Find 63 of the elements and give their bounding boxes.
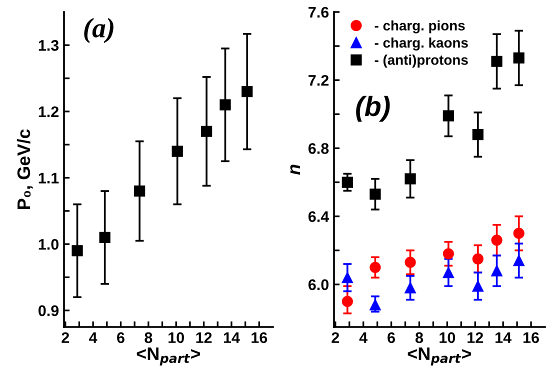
point [220, 99, 231, 110]
point [172, 146, 183, 157]
x-axis-title: <N$_{part}$> [136, 347, 200, 366]
point [404, 282, 416, 294]
y-tick-label: 1.3 [38, 40, 59, 51]
x-tick-label: 12 [468, 332, 484, 343]
point [242, 86, 253, 98]
y-tick-label: 6.0 [308, 279, 329, 290]
y-axis-title: n [290, 164, 300, 175]
annotation: (b) [356, 96, 390, 122]
y-tick-label: 1.2 [38, 106, 59, 118]
point [342, 176, 353, 188]
x-tick-label: 2 [332, 332, 340, 343]
x-tick-label: 4 [89, 332, 98, 343]
x-tick-label: 16 [252, 332, 268, 344]
point [513, 52, 524, 64]
x-tick-label: 4 [359, 332, 368, 343]
point [513, 228, 524, 239]
legend-label: - charg. pions [374, 20, 465, 34]
x-tick-label: 6 [117, 332, 124, 344]
x-tick-label: 8 [415, 332, 424, 344]
legend-label: - charg. kaons [374, 38, 468, 51]
x-tick-label: 6 [388, 332, 395, 344]
point [472, 253, 484, 264]
y-tick-label: 6.4 [308, 211, 330, 222]
point [472, 280, 484, 292]
point [370, 262, 381, 273]
point [201, 126, 212, 137]
point [472, 129, 484, 140]
y-tick-label: 0.9 [38, 305, 59, 316]
y-tick-label: 1.0 [38, 238, 59, 250]
x-tick-label: 10 [168, 332, 184, 344]
point [134, 185, 146, 197]
point [342, 272, 353, 284]
point [442, 110, 454, 122]
point [404, 173, 416, 184]
y-tick-label: 7.2 [308, 74, 329, 86]
x-tick-label: 2 [62, 332, 70, 343]
point [491, 56, 502, 67]
legend-label: - (anti)protons [374, 54, 468, 68]
point [72, 245, 83, 256]
x-tick-label: 16 [523, 332, 539, 344]
x-axis-title: <N$_{part}$> [408, 347, 472, 366]
x-tick-label: 10 [440, 332, 456, 344]
x-tick-label: 12 [196, 332, 212, 343]
y-tick-label: 7.6 [308, 6, 329, 18]
y-axis-title: P₀, GeV/c [16, 129, 33, 209]
x-tick-label: 8 [144, 332, 152, 344]
point [513, 255, 524, 266]
point [491, 234, 502, 246]
point [442, 266, 454, 278]
x-tick-label: 14 [224, 332, 240, 343]
annotation: (a) [84, 18, 114, 44]
point [442, 248, 454, 260]
point [491, 265, 502, 276]
x-tick-label: 14 [496, 332, 512, 343]
y-tick-label: 6.8 [308, 143, 329, 154]
point [404, 256, 416, 268]
point [370, 299, 381, 310]
y-tick-label: 1.1 [38, 172, 59, 184]
point [342, 296, 353, 308]
point [370, 188, 381, 200]
point [99, 232, 110, 244]
